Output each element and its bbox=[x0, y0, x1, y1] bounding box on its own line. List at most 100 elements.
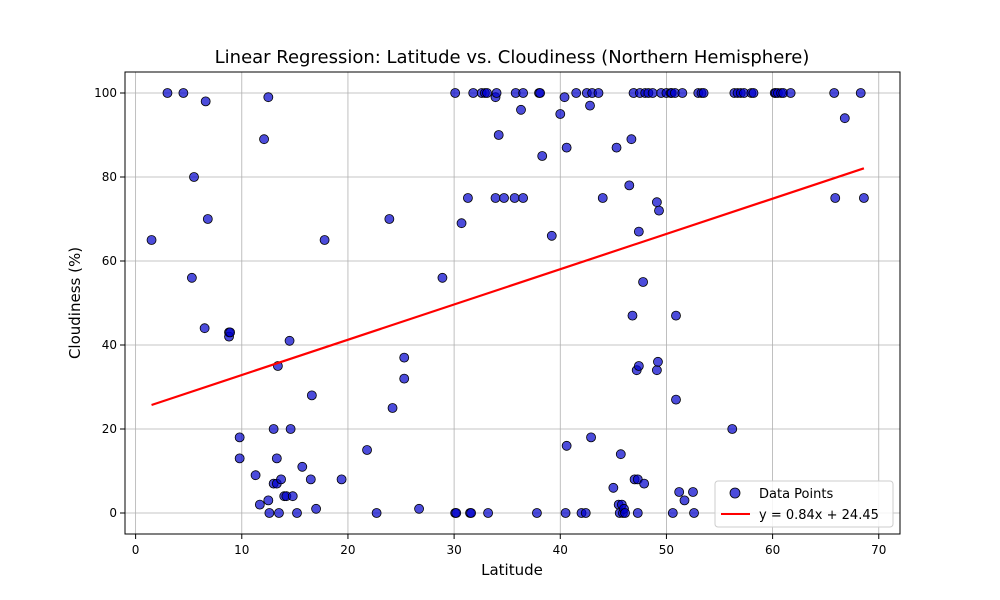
data-point bbox=[688, 487, 698, 497]
data-point bbox=[292, 508, 302, 518]
data-point bbox=[561, 440, 572, 451]
data-point bbox=[829, 88, 840, 98]
data-point bbox=[482, 88, 492, 98]
data-point bbox=[274, 508, 284, 518]
data-point bbox=[297, 461, 308, 472]
scatter-points bbox=[146, 88, 869, 518]
data-point bbox=[560, 508, 571, 518]
data-point bbox=[627, 310, 638, 321]
data-point bbox=[336, 474, 347, 485]
data-point bbox=[830, 193, 841, 203]
data-point bbox=[162, 88, 173, 98]
data-point bbox=[199, 323, 210, 334]
data-point bbox=[189, 172, 199, 182]
data-point bbox=[491, 88, 502, 98]
chart-title: Linear Regression: Latitude vs. Cloudine… bbox=[215, 47, 810, 68]
data-point bbox=[284, 335, 295, 346]
data-point bbox=[785, 88, 796, 98]
data-point bbox=[638, 277, 648, 287]
data-point bbox=[561, 142, 572, 153]
data-point bbox=[679, 495, 690, 506]
y-tick-label: 80 bbox=[102, 170, 117, 184]
data-point bbox=[271, 453, 282, 464]
data-point bbox=[490, 193, 501, 203]
data-point bbox=[698, 88, 709, 98]
y-tick-label: 60 bbox=[102, 254, 117, 268]
data-point bbox=[689, 508, 699, 518]
y-tick-label: 20 bbox=[102, 422, 117, 436]
data-point bbox=[387, 403, 398, 413]
data-point bbox=[608, 482, 619, 493]
data-point bbox=[319, 235, 330, 245]
data-point bbox=[234, 453, 245, 464]
data-point bbox=[859, 193, 869, 203]
data-point bbox=[647, 88, 658, 98]
plot-frame bbox=[124, 71, 901, 535]
data-point bbox=[611, 142, 622, 153]
data-point bbox=[639, 478, 650, 489]
data-point bbox=[414, 503, 424, 514]
data-point bbox=[287, 491, 298, 502]
data-point bbox=[537, 151, 548, 161]
data-point bbox=[653, 356, 663, 367]
legend-box bbox=[714, 480, 894, 528]
data-point bbox=[615, 449, 626, 460]
data-point bbox=[593, 88, 604, 98]
regression-line-path bbox=[151, 167, 865, 407]
data-point bbox=[186, 272, 197, 283]
x-tick-label: 10 bbox=[234, 543, 249, 557]
data-point bbox=[451, 508, 462, 518]
data-point bbox=[654, 205, 664, 216]
legend: Data Points y = 0.84x + 24.45 bbox=[714, 480, 894, 528]
data-point bbox=[727, 424, 738, 434]
data-point bbox=[580, 508, 591, 518]
data-point bbox=[399, 373, 410, 384]
x-axis: 0 10 20 30 40 50 60 70 bbox=[132, 534, 886, 557]
data-point bbox=[250, 470, 261, 481]
data-point bbox=[535, 88, 546, 98]
legend-marker-data-points bbox=[729, 487, 741, 499]
x-axis-label: Latitude bbox=[481, 561, 543, 579]
data-point bbox=[651, 365, 662, 376]
legend-label-regression: y = 0.84x + 24.45 bbox=[759, 508, 879, 523]
data-point bbox=[748, 88, 759, 98]
data-point bbox=[468, 88, 479, 98]
data-point bbox=[546, 230, 557, 241]
data-point bbox=[671, 310, 681, 321]
legend-label-data-points: Data Points bbox=[759, 487, 833, 502]
data-point bbox=[632, 508, 643, 518]
data-point bbox=[585, 100, 595, 111]
data-point bbox=[667, 508, 678, 518]
data-point bbox=[463, 193, 473, 203]
data-point bbox=[305, 474, 316, 485]
x-tick-label: 70 bbox=[871, 543, 886, 557]
data-point bbox=[493, 130, 504, 140]
data-point bbox=[499, 193, 509, 203]
x-tick-label: 60 bbox=[765, 543, 780, 557]
data-point bbox=[259, 134, 269, 145]
data-point bbox=[571, 88, 582, 98]
data-point bbox=[384, 214, 395, 224]
data-point bbox=[399, 352, 410, 363]
data-point bbox=[276, 474, 286, 485]
data-point bbox=[651, 197, 662, 208]
data-point bbox=[518, 88, 529, 98]
data-point bbox=[263, 495, 274, 506]
data-point bbox=[437, 272, 448, 283]
data-point bbox=[855, 88, 866, 98]
data-point bbox=[532, 508, 542, 518]
data-point bbox=[620, 508, 630, 518]
data-point bbox=[509, 193, 520, 203]
data-point bbox=[234, 432, 245, 443]
data-point bbox=[456, 218, 467, 229]
x-tick-label: 40 bbox=[553, 543, 568, 557]
data-point bbox=[626, 134, 637, 145]
data-point bbox=[254, 499, 265, 510]
x-tick-label: 20 bbox=[340, 543, 355, 557]
data-point bbox=[483, 508, 493, 518]
data-point bbox=[268, 424, 279, 434]
data-point bbox=[633, 226, 644, 237]
x-tick-label: 0 bbox=[132, 543, 140, 557]
data-point bbox=[466, 508, 476, 518]
